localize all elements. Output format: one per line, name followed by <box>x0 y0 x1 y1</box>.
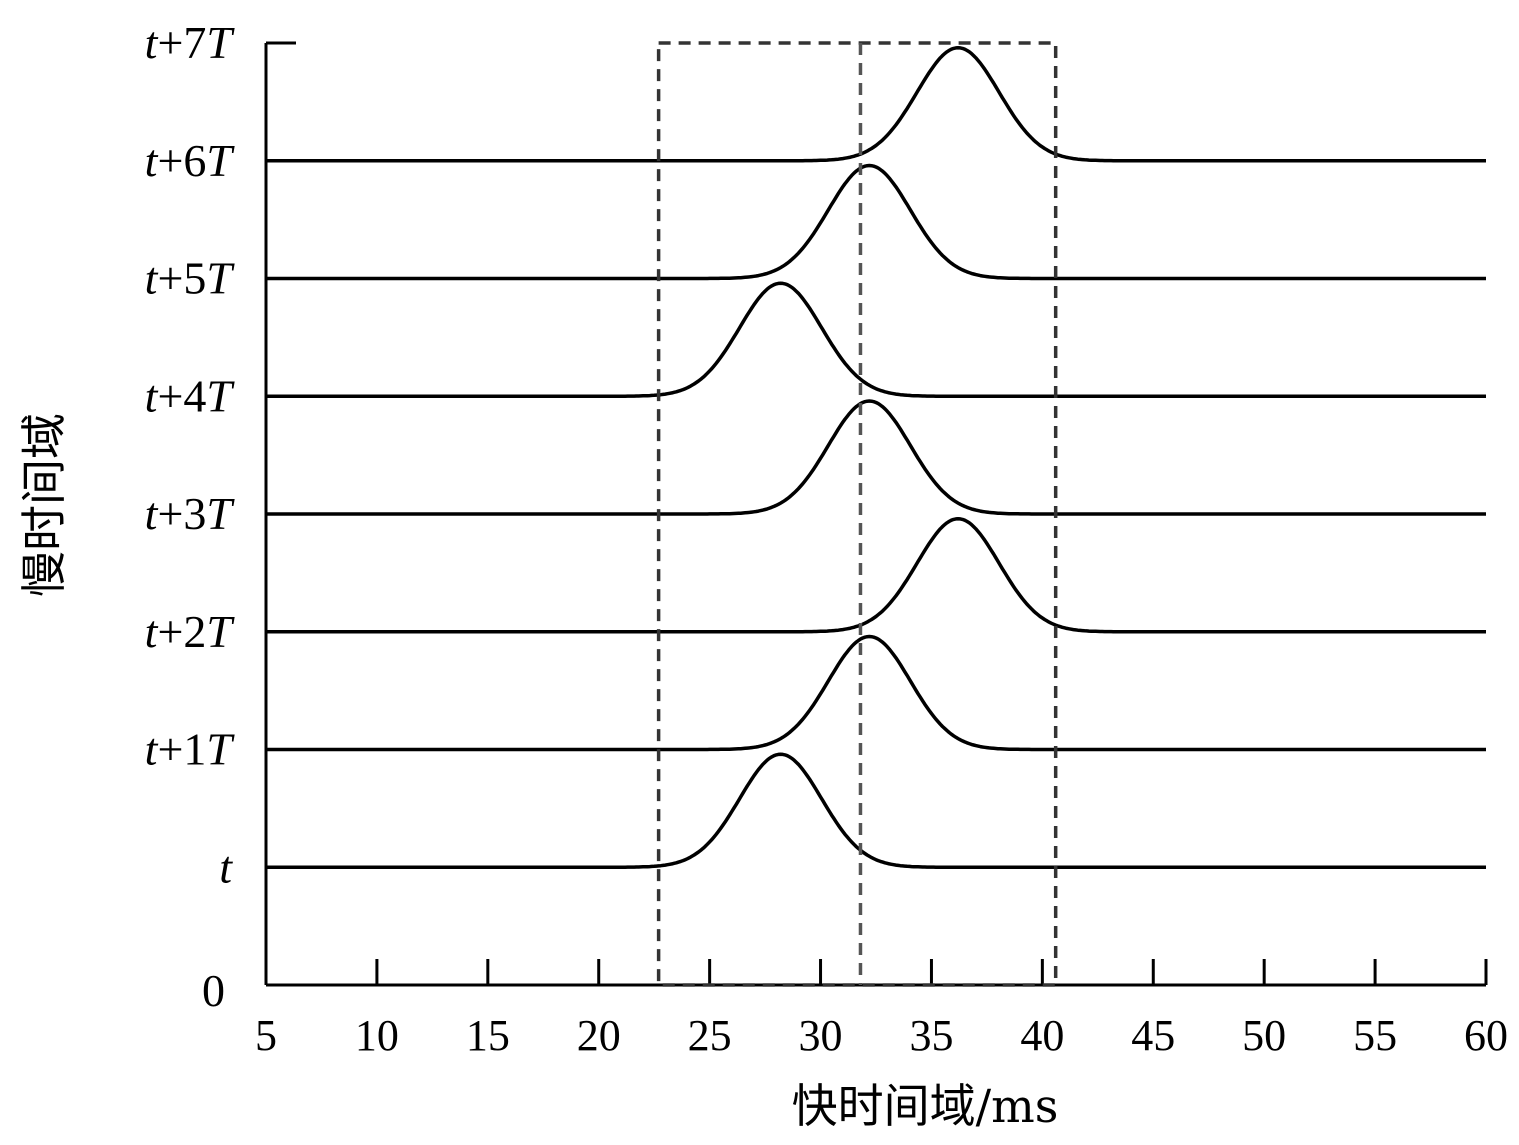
trace-t+4T <box>266 281 1486 399</box>
y-tick-label-t+3T: t+3T <box>145 488 236 539</box>
y-tick-label-t+5T: t+5T <box>145 253 236 304</box>
x-tick-label: 55 <box>1353 1011 1397 1060</box>
x-tick-label: 50 <box>1242 1011 1286 1060</box>
trace-t <box>266 752 1486 870</box>
y-tick-label-t: t <box>219 841 233 892</box>
y-tick-label-t+2T: t+2T <box>145 606 236 657</box>
x-axis-title: 快时间域/ms <box>792 1079 1059 1133</box>
trace-t+2T <box>266 517 1486 634</box>
x-tick-label: 15 <box>466 1011 510 1060</box>
x-tick-label: 10 <box>355 1011 399 1060</box>
x-tick-label: 30 <box>799 1011 843 1060</box>
x-tick-label: 5 <box>255 1011 277 1060</box>
x-tick-label: 40 <box>1020 1011 1064 1060</box>
trace-t+6T <box>266 46 1486 163</box>
y-tick-label-zero: 0 <box>202 965 225 1016</box>
y-tick-label-t+4T: t+4T <box>145 370 236 421</box>
y-tick-label-t+7T: t+7T <box>145 17 236 68</box>
x-tick-label: 60 <box>1464 1011 1508 1060</box>
y-axis-title: 慢时间域 <box>17 413 71 597</box>
x-tick-label: 45 <box>1131 1011 1175 1060</box>
x-tick-label: 35 <box>909 1011 953 1060</box>
y-tick-label-t+1T: t+1T <box>145 724 236 775</box>
y-tick-label-t+6T: t+6T <box>145 135 236 186</box>
trace-t+1T <box>266 634 1486 752</box>
trace-t+3T <box>266 399 1486 516</box>
x-tick-label: 20 <box>577 1011 621 1060</box>
dashed-window-box <box>656 41 1058 987</box>
x-tick-label: 25 <box>688 1011 732 1060</box>
trace-t+5T <box>266 163 1486 281</box>
